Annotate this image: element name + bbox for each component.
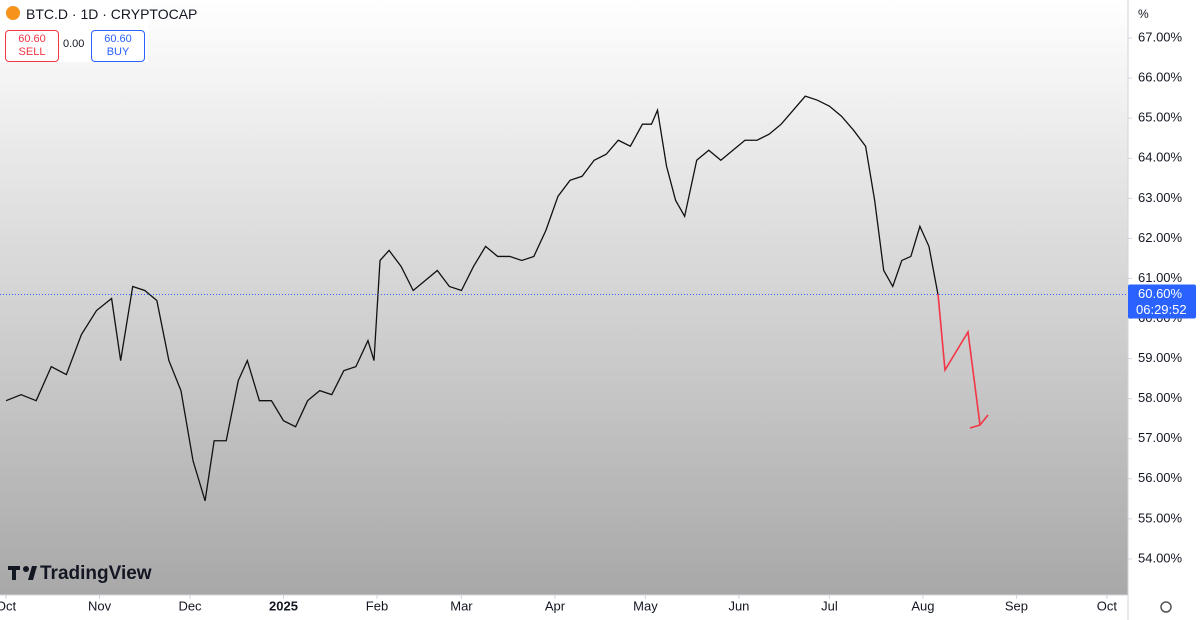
forecast-arrow: [937, 293, 981, 426]
spread: 0.00: [63, 38, 85, 50]
y-tick-label: 64.00%: [1138, 150, 1183, 165]
buy-label: BUY: [106, 46, 130, 58]
symbol: BTC.D · 1D · CRYPTOCAP: [26, 6, 198, 22]
y-tick-label: 65.00%: [1138, 110, 1183, 125]
y-tick-label: 54.00%: [1138, 550, 1183, 565]
logo-shape: [28, 566, 37, 580]
x-tick-label: Sep: [1005, 598, 1028, 613]
axis-unit: %: [1138, 7, 1149, 21]
x-tick-label: Oct: [1097, 598, 1118, 613]
x-tick-label: Aug: [911, 598, 934, 613]
y-tick-label: 55.00%: [1138, 510, 1183, 525]
x-tick-label: Apr: [545, 598, 566, 613]
forecast-arrowhead: [969, 414, 989, 429]
settings-icon[interactable]: [1160, 601, 1172, 613]
x-tick-label: Dec: [178, 598, 202, 613]
brand-logo: TradingView: [8, 563, 152, 584]
last-price-label: 60.60%: [1138, 286, 1183, 301]
y-tick-label: 61.00%: [1138, 270, 1183, 285]
y-tick-label: 67.00%: [1138, 30, 1183, 45]
x-tick-label: Nov: [88, 598, 112, 613]
x-tick-label: May: [633, 598, 658, 613]
logo-shape: [12, 566, 16, 580]
x-tick-label: Jun: [728, 598, 749, 613]
y-tick-label: 58.00%: [1138, 390, 1183, 405]
sell-button[interactable]: 60.60 SELL: [5, 30, 59, 62]
x-tick-label: Oct: [0, 598, 17, 613]
brand-name: TradingView: [40, 563, 152, 584]
buy-price: 60.60: [104, 33, 132, 45]
sell-label: SELL: [18, 46, 46, 58]
y-tick-label: 62.00%: [1138, 230, 1183, 245]
y-tick-label: 56.00%: [1138, 470, 1183, 485]
plot-background: [0, 0, 1128, 595]
x-tick-label: 2025: [269, 598, 298, 613]
last-price-box: [1128, 284, 1196, 319]
x-tick-label: Feb: [366, 598, 388, 613]
sell-price: 60.60: [18, 33, 46, 45]
coin-icon: [6, 6, 20, 20]
x-tick-label: Jul: [821, 598, 838, 613]
plot-layer: [0, 95, 1128, 502]
countdown: 06:29:52: [1136, 302, 1187, 317]
buy-button[interactable]: 60.60 BUY: [91, 30, 145, 62]
y-tick-label: 57.00%: [1138, 430, 1183, 445]
x-tick-label: Mar: [450, 598, 473, 613]
y-tick-label: 59.00%: [1138, 350, 1183, 365]
price-line: [5, 95, 939, 502]
y-tick-label: 63.00%: [1138, 190, 1183, 205]
time-axis-background: [0, 595, 1128, 620]
y-tick-label: 66.00%: [1138, 70, 1183, 85]
logo-shape: [23, 566, 29, 572]
